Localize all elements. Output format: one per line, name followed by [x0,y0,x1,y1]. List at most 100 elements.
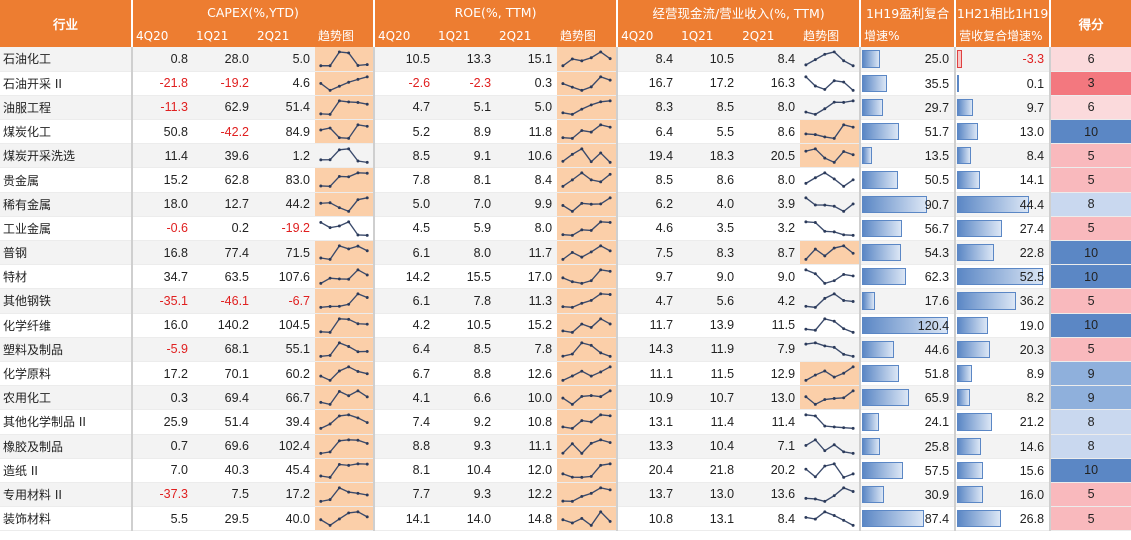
cfo-value: 4.0 [678,192,740,217]
sparkline-point [832,204,836,208]
sparkline-path [805,196,854,212]
industry-name: 装饰材料 [0,506,133,532]
sparkline-point [804,342,808,346]
sparkline-point [842,396,846,400]
roe-value: 8.1 [435,167,497,193]
sparkline-path [562,438,611,454]
revenue-cagr-databar [957,244,995,262]
sparkline-point [832,279,836,283]
revenue-cagr: 44.4 [954,192,1051,217]
sparkline-path [562,486,611,502]
roe-trend-sparkline [557,458,618,483]
cfo-trend-sparkline [800,506,861,532]
sparkline-point [599,202,603,205]
cfo-value: 8.0 [739,95,801,121]
capex-trend-sparkline [315,434,375,459]
sparkline-point [347,463,351,467]
cfo-value: 11.4 [678,409,740,435]
score-cell: 3 [1049,71,1131,96]
revenue-cagr: 16.0 [954,482,1051,508]
roe-value: 14.1 [373,506,436,532]
sparkline-point [580,107,584,111]
sparkline-path [562,414,611,430]
roe-value: 9.3 [435,482,497,508]
revenue-cagr: 36.2 [954,288,1051,314]
sparkline-point [328,257,332,261]
cfo-trend-sparkline [800,313,861,338]
roe-value: 8.0 [496,216,558,242]
sparkline-point [842,299,846,303]
revenue-cagr-value: 8.2 [1026,391,1045,406]
sparkline-point [328,88,332,92]
sparkline-point [823,87,827,91]
revenue-cagr: 26.8 [954,506,1051,532]
cfo-trend-sparkline [800,216,861,242]
sparkline-point [337,148,341,152]
sparkline-point [813,220,817,224]
sparkline-point [328,422,332,426]
sparkline-point [599,244,603,248]
sparkline-point [570,57,574,61]
cfo-value: 11.5 [739,313,801,338]
sparkline-point [823,107,827,111]
sparkline-point [823,424,827,428]
score-cell: 10 [1049,264,1131,290]
sparkline-point [608,196,612,199]
sparkline-point [337,414,341,418]
sparkline-point [356,244,360,248]
sparkline-point [319,184,323,188]
sparkline-path [805,148,854,164]
profit-cagr: 56.7 [859,216,956,242]
capex-value: 1.2 [254,143,315,169]
sparkline-point [580,88,584,92]
cfo-value: 19.4 [616,143,679,169]
sparkline-path [562,293,611,309]
industry-name: 普钢 [0,240,133,266]
sparkline-point [347,394,351,398]
revenue-cagr-value: 22.8 [1019,246,1045,260]
score-cell: 6 [1049,47,1131,72]
cfo-value: 8.3 [616,95,679,121]
sparkline-point [851,251,855,255]
roe-trend-sparkline [557,434,618,459]
profit-cagr-value: 65.9 [924,391,950,406]
capex-value: 40.3 [193,458,254,483]
revenue-cagr-value: 19.0 [1019,318,1045,333]
cfo-trend-sparkline [800,143,861,169]
sparkline-point [570,233,574,237]
sparkline-point [842,209,846,213]
cfo-value: 20.4 [616,458,679,483]
sparkline-point [804,149,808,153]
header-profit-cagr: 1H19盈利复合 [859,0,956,24]
sparkline-point [804,257,808,261]
industry-name: 专用材料 II [0,482,133,508]
sparkline-point [365,161,369,165]
sparkline-point [599,123,603,127]
sparkline-point [832,514,836,518]
sparkline-point [589,343,593,347]
header-profit-cagr-unit: 增速% [859,24,956,47]
revenue-cagr: 8.4 [954,143,1051,169]
sparkline-point [356,369,360,373]
profit-cagr: 62.3 [859,264,956,290]
sparkline-point [328,330,332,334]
capex-value: -19.2 [254,216,315,242]
industry-name: 油服工程 [0,95,133,121]
sparkline-point [319,427,323,431]
cfo-trend-sparkline [800,434,861,459]
sparkline-point [599,463,603,467]
sparkline-point [813,373,817,377]
score-cell: 6 [1049,95,1131,121]
sparkline-point [832,442,836,446]
sparkline-point [832,375,836,379]
capex-trend-sparkline [315,385,375,411]
sparkline-point [842,273,846,277]
sparkline-point [356,389,360,393]
sparkline-point [608,125,612,129]
sparkline-path [805,220,854,236]
sparkline-point [813,84,817,88]
revenue-cagr-databar [957,461,983,479]
sparkline-point [561,305,565,309]
capex-value: 62.8 [193,167,254,193]
sparkline-point [328,449,332,453]
